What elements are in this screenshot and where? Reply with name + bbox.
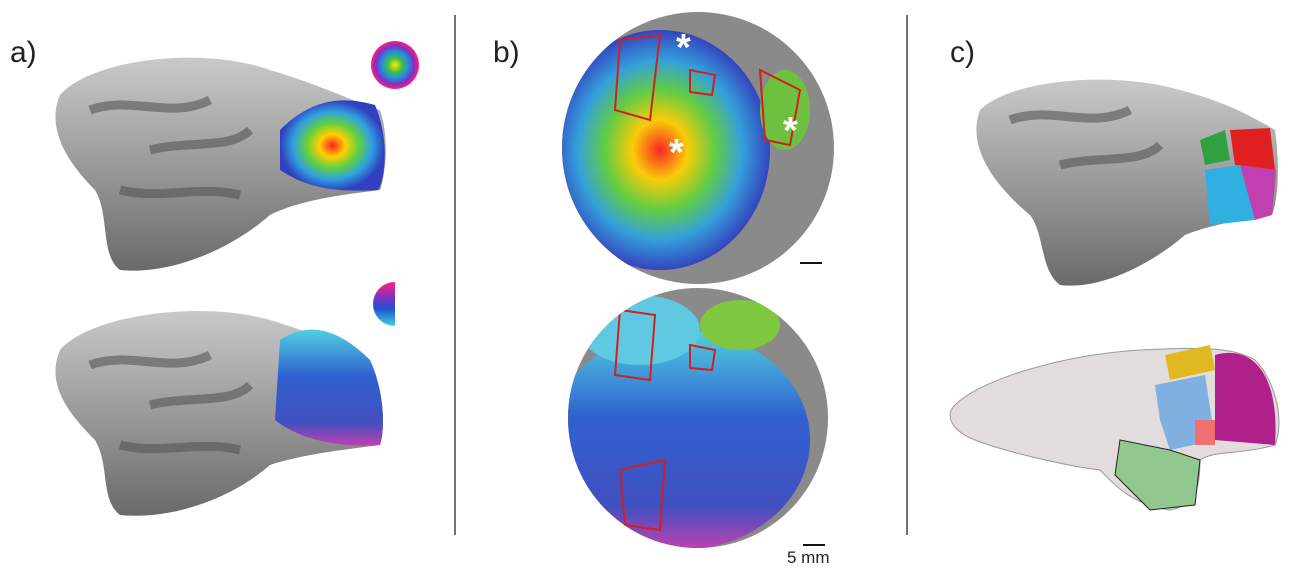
marker: * xyxy=(676,27,691,69)
figure: a) b) c) * * * 5 mm xyxy=(0,0,1295,569)
brain-bottom xyxy=(55,282,395,516)
marker: * xyxy=(669,132,684,174)
panel-label: c) xyxy=(950,36,975,69)
panel-label: b) xyxy=(493,36,520,69)
brain-atlas-bottom xyxy=(950,345,1279,510)
panel-label: a) xyxy=(10,36,37,69)
page: a) b) c) * * * 5 mm xyxy=(0,0,1295,569)
brain-atlas-top xyxy=(976,80,1277,286)
brain-top xyxy=(55,41,419,271)
marker: * xyxy=(783,110,798,152)
flatmap-bottom xyxy=(550,288,828,550)
scale-label: 5 mm xyxy=(787,548,830,567)
